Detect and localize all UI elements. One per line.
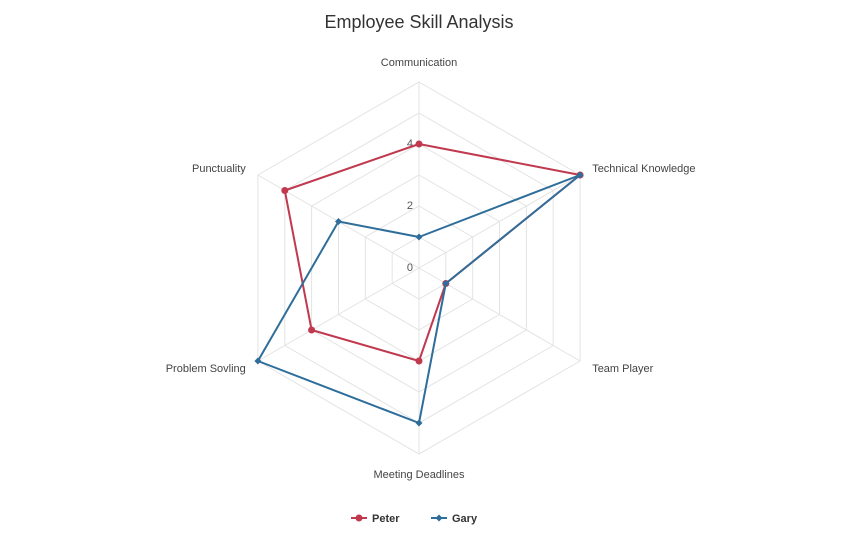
data-point[interactable] [415, 140, 423, 148]
radar-grid [257, 81, 581, 455]
data-point[interactable] [281, 187, 289, 194]
axis-label: Problem Sovling [166, 363, 246, 375]
legend-item-gary[interactable]: Gary [431, 513, 478, 525]
legend-label: Peter [372, 513, 400, 525]
data-point[interactable] [308, 326, 316, 334]
legend-marker [435, 514, 443, 522]
radial-tick-label: 2 [407, 200, 413, 212]
axis-label: Communication [381, 57, 457, 69]
legend: Peter Gary [351, 513, 478, 525]
data-point[interactable] [254, 357, 262, 365]
radial-tick-label: 4 [407, 138, 413, 150]
data-point[interactable] [576, 171, 584, 179]
data-point[interactable] [442, 280, 450, 287]
radial-tick-label: 0 [407, 262, 413, 274]
radial-ticks: 0 2 4 [407, 138, 413, 274]
legend-marker [355, 514, 363, 522]
data-point[interactable] [415, 357, 423, 365]
axis-label: Meeting Deadlines [373, 469, 465, 481]
data-point[interactable] [415, 233, 423, 241]
data-point[interactable] [415, 419, 423, 427]
chart-title: Employee Skill Analysis [324, 12, 513, 32]
series-gary [254, 171, 584, 427]
series-layer [254, 140, 584, 427]
series-line [283, 143, 582, 362]
data-point[interactable] [335, 218, 342, 225]
legend-label: Gary [452, 513, 478, 525]
grid-spoke [257, 267, 420, 362]
axis-label: Technical Knowledge [592, 163, 695, 175]
grid-spoke [418, 174, 581, 269]
axis-label: Punctuality [192, 163, 246, 175]
legend-item-peter[interactable]: Peter [351, 513, 400, 525]
axis-label: Team Player [592, 363, 653, 375]
series-peter [281, 140, 584, 365]
axis-labels: Communication Technical Knowledge Team Pla… [166, 57, 696, 481]
